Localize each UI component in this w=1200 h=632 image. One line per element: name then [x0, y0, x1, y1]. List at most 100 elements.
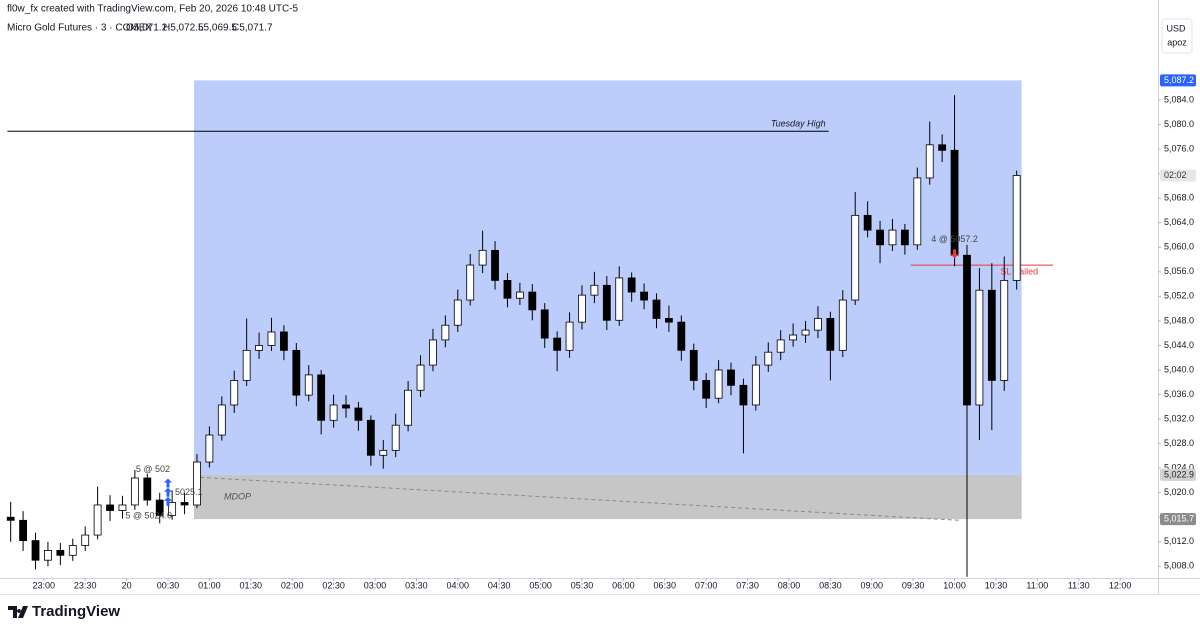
execution-arrow: [163, 487, 172, 497]
candle-body: [665, 318, 673, 323]
y-tick-label: 5,076.0: [1164, 143, 1194, 153]
logo-mark: [8, 606, 28, 618]
candle-body: [342, 404, 350, 409]
x-tick-label: 05:00: [529, 580, 552, 590]
x-tick-label: 09:30: [902, 580, 925, 590]
candle-body: [56, 549, 65, 556]
price-label-box: [1160, 169, 1196, 182]
currency-box[interactable]: [1161, 18, 1193, 54]
candle-body: [714, 369, 723, 399]
price-label: 5,015.7: [1164, 513, 1194, 523]
x-tick-label: 02:30: [322, 580, 345, 590]
candle-body: [963, 254, 971, 406]
price-label: 5,022.9: [1164, 469, 1194, 479]
y-tick-label: 5,048.0: [1164, 315, 1194, 325]
scale-mode[interactable]: apoz: [1167, 37, 1187, 47]
x-tick-label: 01:00: [198, 580, 221, 590]
price-label: 5,087.2: [1164, 75, 1194, 85]
candle-body: [416, 364, 425, 391]
execution-arrow: [163, 478, 172, 488]
y-tick-label: 5,036.0: [1164, 389, 1194, 399]
x-tick-label: 01:30: [240, 580, 263, 590]
candle-body: [453, 299, 462, 326]
candle-body: [640, 291, 648, 301]
candle-body: [6, 516, 15, 521]
x-tick-label: 23:00: [33, 580, 56, 590]
x-tick-label: 07:00: [695, 580, 718, 590]
candle-body: [68, 545, 77, 556]
symbol: Micro Gold Futures · 3 · COMEX: [7, 23, 152, 34]
candle-body: [391, 424, 400, 451]
candle-body: [491, 249, 499, 281]
ohlc-open: O5,071.2: [126, 23, 168, 34]
y-tick-label: 5,028.0: [1164, 438, 1194, 448]
x-tick-label: 06:00: [612, 580, 635, 590]
candle-body: [565, 321, 574, 351]
currency[interactable]: USD: [1166, 23, 1186, 33]
price-label: 02:02: [1164, 170, 1187, 180]
candle-body: [540, 309, 549, 339]
y-tick-label: 5,080.0: [1164, 119, 1194, 129]
candle-body: [863, 214, 872, 231]
candle-body: [615, 277, 624, 321]
candle-body: [1012, 175, 1021, 281]
candle-body: [466, 264, 475, 301]
candle-body: [379, 449, 388, 456]
candle-body: [143, 477, 152, 501]
ohlc-low: L5,069.5: [198, 23, 237, 34]
candle-body: [801, 329, 810, 336]
y-tick-label: 5,064.0: [1164, 217, 1194, 227]
x-tick-label: 05:30: [571, 580, 594, 590]
candle-body: [292, 349, 301, 396]
candle-body: [925, 144, 934, 179]
ohlc-close: C5,071.7: [232, 23, 273, 34]
candle-body: [130, 477, 139, 506]
candle-body: [838, 299, 847, 351]
candle-body: [205, 434, 214, 463]
candle-body: [317, 374, 326, 421]
candle-body: [751, 364, 760, 406]
x-tick-label: 07:30: [736, 580, 759, 590]
x-tick-label: 04:30: [488, 580, 511, 590]
candle-body: [814, 318, 822, 331]
candle-body: [602, 284, 611, 321]
x-tick-label: 06:30: [654, 580, 677, 590]
candle-body: [727, 369, 735, 386]
execution-label: 5 @ 5024.0: [125, 510, 172, 520]
candle-body: [366, 419, 375, 456]
candle-body: [168, 502, 177, 516]
candle-body: [304, 374, 313, 396]
candle-body: [900, 229, 909, 246]
credit: fl0w_fx created with TradingView.com, Fe…: [7, 4, 299, 15]
candle-body: [876, 229, 884, 246]
candle-body: [280, 331, 288, 351]
candle-body: [739, 384, 748, 406]
dashed-line: [199, 476, 960, 521]
logo: TradingView: [8, 603, 120, 620]
candle-body: [242, 349, 251, 381]
zone-label: MDOP: [224, 491, 251, 501]
y-tick-label: 5,084.0: [1164, 94, 1194, 104]
candle-body: [180, 502, 189, 506]
candle-body: [93, 504, 102, 536]
candle-body: [913, 177, 922, 246]
price-label-box: [1160, 74, 1196, 87]
x-tick-label: 03:30: [405, 580, 428, 590]
candle-body: [652, 299, 661, 319]
execution-arrow: [163, 496, 172, 506]
y-tick-label: 5,020.0: [1164, 487, 1194, 497]
candle-body: [329, 404, 338, 421]
candle-body: [478, 249, 487, 266]
candle-body: [118, 504, 127, 511]
candle-body: [938, 144, 947, 151]
x-tick-label: 02:00: [281, 580, 304, 590]
candle-body: [106, 504, 114, 511]
price-label-box: [1160, 513, 1196, 526]
candle-body: [515, 291, 524, 299]
candle-body: [1000, 280, 1009, 381]
y-tick-label: 5,056.0: [1164, 266, 1194, 276]
candle-body: [578, 294, 586, 323]
candle-body: [826, 318, 835, 351]
candle-body: [81, 534, 90, 546]
